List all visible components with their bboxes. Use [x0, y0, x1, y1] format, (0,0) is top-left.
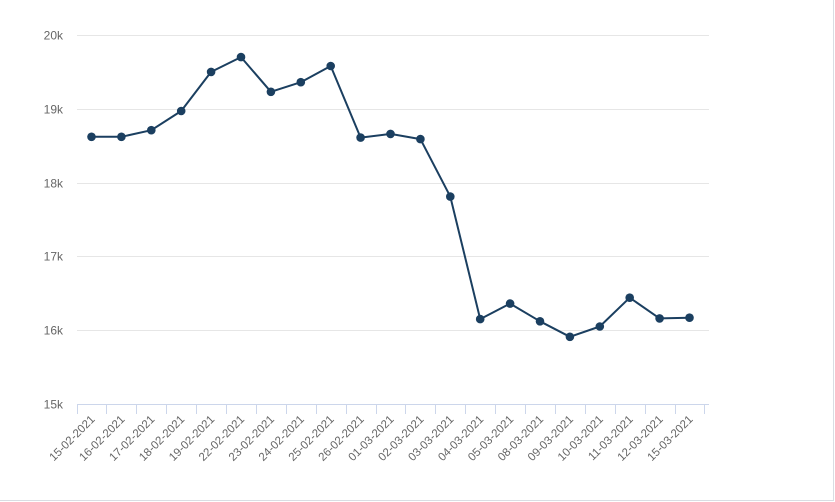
data-point[interactable] [236, 52, 246, 62]
y-tick-label: 20k [44, 29, 64, 43]
data-point[interactable] [206, 67, 216, 77]
data-point[interactable] [535, 317, 545, 326]
data-point[interactable] [117, 132, 126, 142]
data-point[interactable] [147, 125, 156, 135]
data-point[interactable] [356, 133, 365, 142]
y-tick-label: 17k [44, 250, 64, 264]
series-line [90, 56, 691, 338]
data-point[interactable] [416, 134, 425, 144]
grid-lines [77, 35, 709, 331]
series-layer [87, 52, 694, 342]
x-axis: 15-02-202116-02-202117-02-202118-02-2021… [48, 404, 709, 464]
y-tick-label: 19k [44, 103, 64, 117]
y-tick-label: 16k [44, 324, 64, 338]
data-point[interactable] [176, 106, 186, 116]
data-point[interactable] [386, 129, 395, 139]
data-point[interactable] [326, 61, 336, 71]
data-point[interactable] [625, 293, 634, 303]
y-tick-label: 18k [44, 177, 64, 191]
data-point[interactable] [565, 332, 575, 342]
data-point[interactable] [685, 313, 694, 323]
data-point[interactable] [266, 87, 276, 97]
data-point[interactable] [296, 77, 306, 87]
data-point[interactable] [655, 314, 664, 323]
y-axis: 15k 16k 17k 18k 19k 20k [44, 29, 64, 412]
data-point[interactable] [505, 299, 515, 308]
data-point[interactable] [446, 192, 455, 201]
y-tick-label: 15k [44, 398, 64, 412]
data-point[interactable] [475, 314, 485, 324]
data-point[interactable] [595, 322, 605, 331]
data-point[interactable] [87, 132, 96, 142]
